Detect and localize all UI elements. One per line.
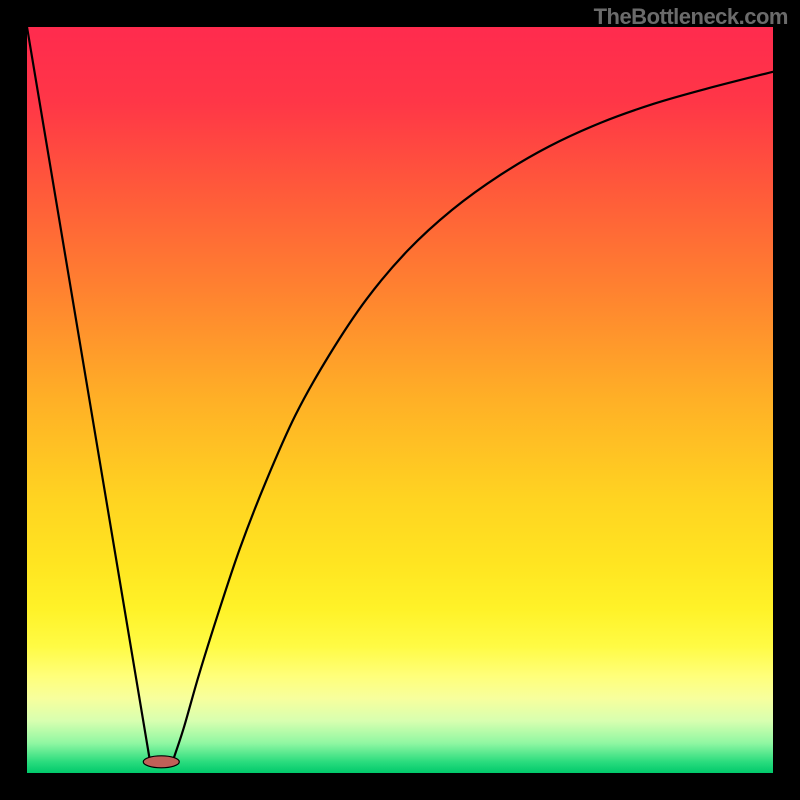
plot-area [27,27,773,773]
chart-container: TheBottleneck.com [0,0,800,800]
sweet-spot-marker [143,756,179,768]
chart-svg [0,0,800,800]
watermark-text: TheBottleneck.com [594,4,788,30]
